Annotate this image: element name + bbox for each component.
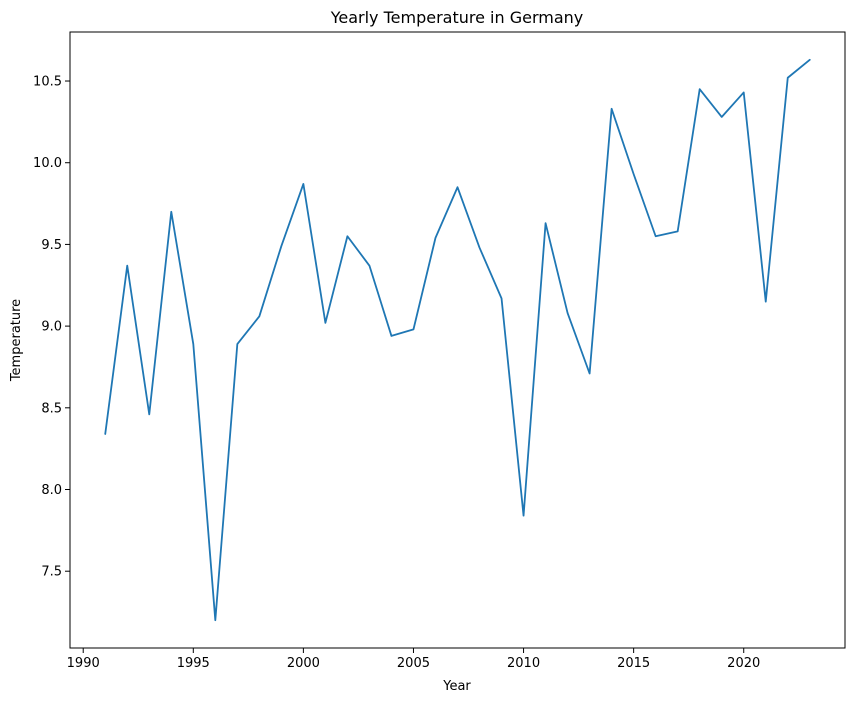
x-axis-label: Year <box>442 679 471 694</box>
y-tick-label: 9.5 <box>41 238 62 253</box>
x-tick-label: 2010 <box>507 656 540 671</box>
x-tick-label: 2000 <box>287 656 320 671</box>
x-tick-label: 2020 <box>727 656 760 671</box>
y-axis-label: Temperature <box>9 299 24 382</box>
y-tick-label: 9.0 <box>41 320 62 335</box>
x-tick-label: 2015 <box>617 656 650 671</box>
plot-frame <box>69 31 846 649</box>
x-tick-label: 1995 <box>177 656 210 671</box>
series-layer <box>104 58 811 622</box>
x-axis-ticks: 1990 1995 2000 2005 2010 2015 2020 <box>67 648 760 671</box>
x-tick-label: 2005 <box>397 656 430 671</box>
y-axis-ticks: 7.5 8.0 8.5 9.0 9.5 10.0 10.5 <box>33 75 70 580</box>
y-tick-label: 10.0 <box>33 156 62 171</box>
y-tick-label: 8.5 <box>41 401 62 416</box>
y-tick-label: 7.5 <box>41 565 62 580</box>
y-tick-label: 8.0 <box>41 483 62 498</box>
plot-area-border <box>69 31 846 649</box>
x-tick-label: 1990 <box>67 656 100 671</box>
chart-title: Yearly Temperature in Germany <box>330 8 584 27</box>
y-tick-label: 10.5 <box>33 75 62 90</box>
temperature-series-line <box>104 58 811 622</box>
